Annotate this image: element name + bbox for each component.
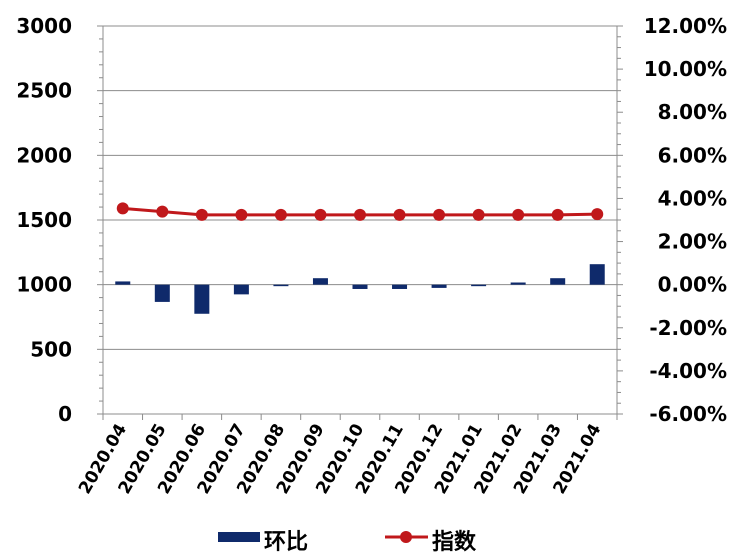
line-point xyxy=(433,208,446,221)
legend-bar-swatch xyxy=(218,532,260,542)
line-point xyxy=(591,208,604,221)
legend-line-label: 指数 xyxy=(432,529,477,555)
right-tick-label: -2.00% xyxy=(649,316,727,340)
right-tick-label: 2.00% xyxy=(658,230,727,254)
legend-line-marker xyxy=(400,531,412,543)
line-point xyxy=(512,208,525,221)
bar xyxy=(431,284,447,288)
left-tick-label: 500 xyxy=(30,337,72,361)
left-tick-label: 0 xyxy=(58,402,72,426)
line-point xyxy=(156,205,169,218)
line-point xyxy=(195,208,208,221)
gridlines xyxy=(103,25,617,350)
right-tick-label: -6.00% xyxy=(649,402,727,426)
tick-labels: 0 500 1000 1500 2000 2500 3000 -6.00% -4.00% -2.0… xyxy=(16,14,727,498)
line-point xyxy=(551,208,564,221)
line-point xyxy=(354,208,366,221)
bar xyxy=(589,264,605,285)
legend-bar-label: 环比 xyxy=(264,530,308,555)
left-tick-label: 2500 xyxy=(16,79,72,103)
bar xyxy=(115,281,131,285)
bar xyxy=(510,282,526,285)
bar xyxy=(273,284,289,287)
right-tick-label: 10.00% xyxy=(644,57,727,81)
right-tick-label: -4.00% xyxy=(649,359,727,383)
right-tick-label: 12.00% xyxy=(644,14,727,38)
bar xyxy=(352,284,368,289)
right-tick-label: 6.00% xyxy=(658,143,727,167)
line-point xyxy=(235,208,248,221)
line-point xyxy=(393,208,406,221)
bar xyxy=(154,284,170,302)
axes xyxy=(97,25,623,420)
bar-series xyxy=(115,264,605,314)
right-tick-label: 8.00% xyxy=(658,100,727,124)
left-tick-label: 1000 xyxy=(16,273,72,297)
legend: 环比 指数 xyxy=(218,529,477,555)
bar xyxy=(312,278,328,285)
line-point xyxy=(472,208,485,221)
bar xyxy=(233,284,249,295)
left-tick-label: 1500 xyxy=(16,208,72,232)
line-series xyxy=(116,202,604,221)
bar xyxy=(194,284,210,314)
left-tick-label: 2000 xyxy=(16,143,72,167)
line-point xyxy=(314,208,327,221)
right-tick-label: 4.00% xyxy=(658,186,727,210)
line-point xyxy=(274,208,287,221)
bar xyxy=(471,284,487,287)
right-tick-label: 0.00% xyxy=(658,273,727,297)
line-point xyxy=(116,202,129,215)
bar xyxy=(392,284,408,289)
bar xyxy=(550,278,566,285)
left-tick-label: 3000 xyxy=(16,14,72,38)
